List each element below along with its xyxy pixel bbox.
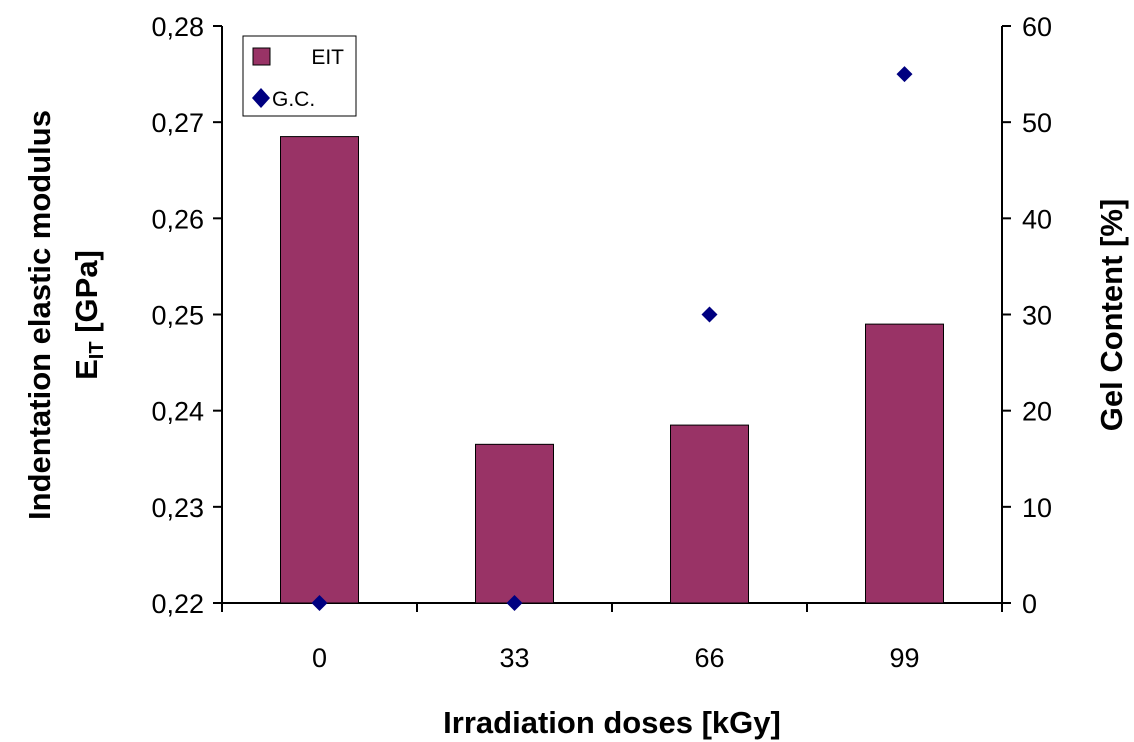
y-tick-label: 0,22 xyxy=(151,589,204,619)
point-66 xyxy=(701,306,718,323)
y2-axis-title-group: Gel Content [%] xyxy=(1094,199,1129,432)
y-tick-label: 0,28 xyxy=(151,12,204,42)
y2-axis-title: Gel Content [%] xyxy=(1094,199,1129,432)
legend: EIT G.C. xyxy=(242,35,357,117)
y-axis-title-symbol: E xyxy=(69,359,104,380)
legend-eit-swatch xyxy=(252,47,271,66)
bar-33 xyxy=(475,443,554,604)
y-tick-label: 0,25 xyxy=(151,301,204,331)
bar-0 xyxy=(280,136,359,604)
y-tick-label: 0,26 xyxy=(151,204,204,234)
bar-66 xyxy=(670,424,749,604)
bars-layer xyxy=(280,136,944,604)
y-axis-title-subscript: IT xyxy=(86,341,108,359)
y-tick-label: 0,24 xyxy=(151,397,204,427)
y2-tick-label: 10 xyxy=(1022,493,1052,523)
y2-tick-label: 60 xyxy=(1022,12,1052,42)
y2-tick-label: 0 xyxy=(1022,589,1037,619)
bar-99 xyxy=(865,323,944,604)
markers-layer xyxy=(311,66,913,611)
left-ticks: 0,22 0,23 0,24 0,25 0,26 0,27 0,28 xyxy=(151,12,222,619)
y-axis-title-2: EIT [GPa] xyxy=(69,250,108,380)
x-tick-label: 0 xyxy=(312,643,327,673)
x-axis-title: Irradiation doses [kGy] xyxy=(443,705,781,740)
right-ticks: 0 10 20 30 40 50 60 xyxy=(1002,12,1052,619)
legend-eit-label: EIT xyxy=(311,46,344,69)
point-99 xyxy=(896,66,913,83)
y2-tick-label: 40 xyxy=(1022,204,1052,234)
x-tick-label: 66 xyxy=(694,643,724,673)
legend-gc-label: G.C. xyxy=(272,88,315,111)
x-tick-label: 99 xyxy=(889,643,919,673)
y-axis-title-line2: EIT [GPa] xyxy=(69,250,108,380)
y-axis-title-line1: Indentation elastic modulus xyxy=(22,110,57,520)
x-ticks: 0 33 66 99 xyxy=(221,603,1003,673)
y-tick-label: 0,27 xyxy=(151,108,204,138)
y2-tick-label: 20 xyxy=(1022,397,1052,427)
x-tick-label: 33 xyxy=(499,643,529,673)
y-tick-label: 0,23 xyxy=(151,493,204,523)
point-0 xyxy=(311,595,328,611)
y2-tick-label: 30 xyxy=(1022,301,1052,331)
point-33 xyxy=(506,595,523,611)
legend-gc-diamond-icon xyxy=(252,88,270,108)
y-axis-title-unit: [GPa] xyxy=(69,250,104,341)
y-axis-title: Indentation elastic modulus xyxy=(22,110,57,520)
y2-tick-label: 50 xyxy=(1022,108,1052,138)
